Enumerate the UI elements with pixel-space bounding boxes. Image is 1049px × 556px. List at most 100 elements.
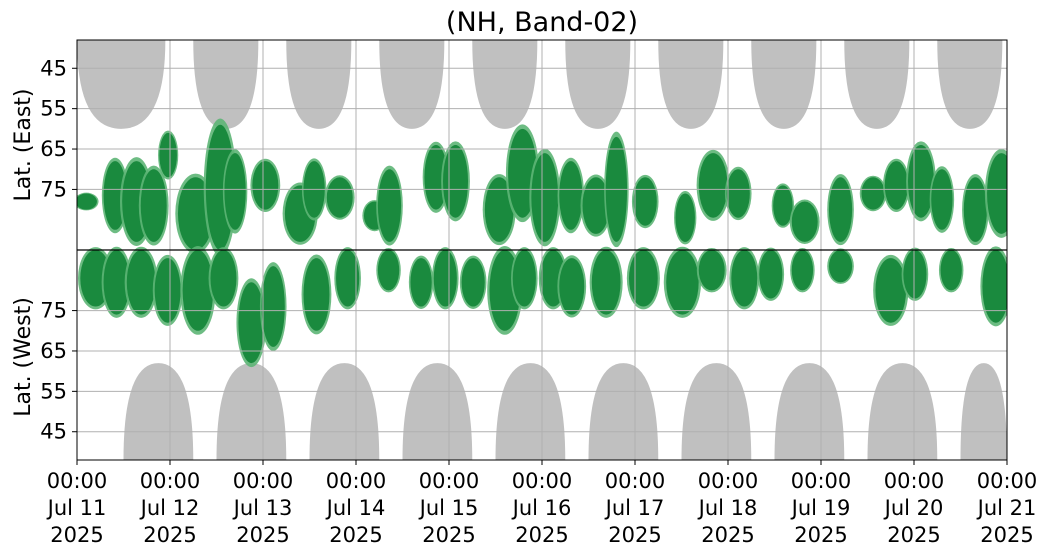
cloud-west-3 xyxy=(154,258,181,323)
cloud-west-1 xyxy=(103,249,130,315)
xtick-date-8: Jul 19 xyxy=(790,496,851,520)
xtick-time-6: 00:00 xyxy=(605,469,666,493)
xtick-year-2: 2025 xyxy=(236,523,289,547)
xtick-date-3: Jul 14 xyxy=(325,496,386,520)
cloud-east-11 xyxy=(326,177,353,218)
cloud-west-18 xyxy=(591,249,621,315)
ylabel-east: Lat. (East) xyxy=(11,89,36,202)
ytick-label-bottom-2: 55 xyxy=(40,379,67,403)
xtick-year-9: 2025 xyxy=(887,523,940,547)
cloud-west-17 xyxy=(559,258,585,315)
daylight-bottom-5 xyxy=(588,363,659,460)
cloud-west-24 xyxy=(791,250,814,291)
ytick-label-bottom-3: 45 xyxy=(40,420,67,444)
cloud-west-12 xyxy=(433,250,457,307)
daylight-bottom-4 xyxy=(495,363,566,460)
cloud-west-13 xyxy=(461,258,485,307)
cloud-east-3 xyxy=(140,169,167,242)
xtick-year-1: 2025 xyxy=(143,523,196,547)
cloud-west-26 xyxy=(875,258,907,323)
daylight-top-8 xyxy=(844,40,910,129)
cloud-west-21 xyxy=(698,250,725,291)
daylight-top-7 xyxy=(751,40,817,129)
ytick-label-top-0: 45 xyxy=(40,56,67,80)
cloud-west-25 xyxy=(828,250,853,283)
cloud-east-26 xyxy=(773,185,793,226)
xtick-year-6: 2025 xyxy=(608,523,661,547)
ytick-label-bottom-1: 65 xyxy=(40,339,67,363)
cloud-west-2 xyxy=(126,249,156,315)
xtick-time-1: 00:00 xyxy=(140,469,201,493)
cloud-west-6 xyxy=(238,282,265,364)
cloud-east-23 xyxy=(675,193,695,242)
cloud-east-16 xyxy=(484,177,514,242)
xtick-date-5: Jul 16 xyxy=(511,496,572,520)
xtick-year-10: 2025 xyxy=(980,523,1033,547)
cloud-west-23 xyxy=(759,250,783,299)
daylight-bottom-1 xyxy=(216,363,287,460)
cloud-west-7 xyxy=(261,266,285,347)
daylight-bottom-2 xyxy=(309,363,380,460)
daylight-bottom-7 xyxy=(774,363,845,460)
cloud-east-24 xyxy=(698,153,728,218)
cloud-east-30 xyxy=(884,161,908,210)
cloud-east-13 xyxy=(377,169,402,242)
cloud-west-20 xyxy=(666,249,699,315)
daylight-top-9 xyxy=(937,40,1003,129)
daylight-top-5 xyxy=(565,40,631,129)
cloud-east-29 xyxy=(861,177,885,210)
cloud-east-33 xyxy=(963,177,987,242)
xtick-year-0: 2025 xyxy=(50,523,103,547)
xtick-year-3: 2025 xyxy=(329,523,382,547)
ytick-label-top-3: 75 xyxy=(40,177,67,201)
cloud-east-8 xyxy=(252,161,279,210)
cloud-east-4 xyxy=(159,132,177,178)
cloud-east-25 xyxy=(726,169,750,218)
cloud-east-28 xyxy=(828,177,853,242)
cloud-east-27 xyxy=(791,201,818,242)
xtick-time-7: 00:00 xyxy=(698,469,759,493)
cloud-east-22 xyxy=(633,177,657,226)
xtick-date-0: Jul 11 xyxy=(46,496,107,520)
cloud-east-32 xyxy=(931,169,953,230)
daylight-top-0 xyxy=(77,40,166,129)
cloud-east-0 xyxy=(77,193,97,210)
daylight-top-6 xyxy=(658,40,724,129)
xtick-date-6: Jul 17 xyxy=(604,496,665,520)
cloud-west-27 xyxy=(903,250,927,299)
xtick-year-4: 2025 xyxy=(422,523,475,547)
daylight-top-2 xyxy=(286,40,352,129)
y-tick-labels: 45 55 65 75 75 65 55 45 xyxy=(40,56,77,444)
cloud-east-15 xyxy=(443,145,469,218)
ytick-label-top-1: 55 xyxy=(40,97,67,121)
daylight-bottom-0 xyxy=(123,363,194,460)
xtick-year-8: 2025 xyxy=(794,523,847,547)
cloud-west-10 xyxy=(377,250,400,291)
daylight-top-3 xyxy=(379,40,445,129)
cloud-east-18 xyxy=(531,153,559,242)
cloud-west-19 xyxy=(629,250,658,307)
xtick-time-4: 00:00 xyxy=(419,469,480,493)
cloud-west-15 xyxy=(512,250,536,307)
xtick-year-7: 2025 xyxy=(701,523,754,547)
cloud-west-9 xyxy=(336,250,360,307)
daylight-top-4 xyxy=(472,40,538,129)
cloud-east-19 xyxy=(559,161,583,230)
cloud-west-4 xyxy=(182,250,214,331)
cloud-east-34 xyxy=(987,153,1007,234)
daylight-bottom-8 xyxy=(867,363,938,460)
cloud-west-11 xyxy=(410,258,432,307)
xtick-date-2: Jul 13 xyxy=(232,496,293,520)
cloud-east-7 xyxy=(224,153,246,230)
xtick-time-0: 00:00 xyxy=(47,469,108,493)
x-tick-labels: 00:00 Jul 11 2025 00:00 Jul 12 2025 00:00 Jul 1… xyxy=(46,460,1037,547)
chart-title: (NH, Band-02) xyxy=(446,7,638,38)
daylight-bottom-3 xyxy=(402,363,473,460)
daylight-top-1 xyxy=(193,40,259,129)
xtick-date-7: Jul 18 xyxy=(697,496,758,520)
xtick-year-5: 2025 xyxy=(515,523,568,547)
daylight-layer xyxy=(77,40,1007,460)
cloud-west-29 xyxy=(982,250,1007,323)
daylight-bottom-9 xyxy=(960,363,1007,460)
